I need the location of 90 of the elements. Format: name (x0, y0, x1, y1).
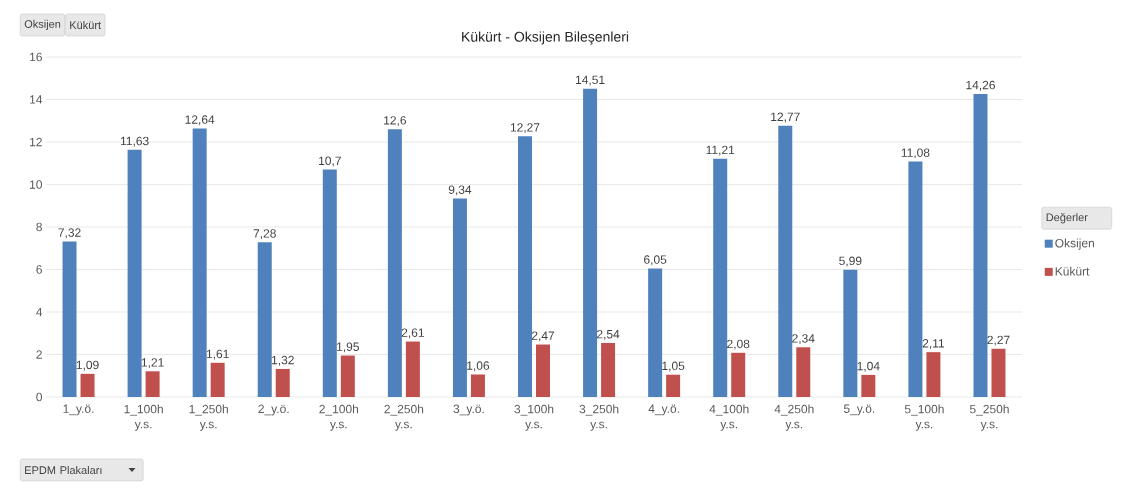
data-label: 2,54 (596, 329, 620, 340)
bar (536, 344, 551, 397)
data-label: 1,21 (141, 358, 164, 369)
y-tick-label: 10 (30, 180, 42, 189)
bar (127, 149, 142, 397)
bar (583, 88, 598, 397)
y-tick-label: 14 (30, 95, 43, 104)
bar (452, 198, 467, 397)
x-tick-label: 4_y.ö. (648, 404, 679, 416)
bar (518, 136, 533, 397)
chart-title: Kükürt - Oksijen Bileşenleri (462, 31, 629, 45)
bar (387, 129, 402, 397)
x-tick-label: 5_250h y.s. (969, 404, 1009, 431)
data-label: 14,26 (966, 80, 995, 91)
bar (796, 347, 811, 397)
bar (470, 374, 485, 397)
bar (666, 374, 681, 397)
data-label: 2,11 (922, 339, 945, 349)
bar (257, 242, 272, 397)
data-label: 7,28 (253, 229, 276, 240)
y-tick-label: 12 (30, 137, 42, 147)
bar (340, 355, 355, 397)
data-label: 1,32 (271, 355, 294, 366)
data-label: 10,7 (319, 156, 341, 167)
legend-label: Kükürt (1055, 266, 1090, 276)
data-label: 11,08 (901, 148, 930, 159)
data-label: 12,27 (510, 123, 540, 134)
data-label: 12,77 (771, 112, 800, 123)
y-tick-label: 16 (30, 52, 42, 62)
bar (405, 341, 420, 397)
y-tick-label: 8 (36, 222, 42, 232)
x-tick-label: 3_y.ö. (453, 404, 484, 416)
data-label: 6,05 (644, 255, 667, 266)
bar (210, 362, 225, 397)
bar (991, 348, 1006, 397)
x-tick-label: 4_100h y.s. (709, 404, 749, 431)
data-label: 1,05 (662, 361, 685, 372)
bar (713, 158, 728, 397)
x-tick-label: 4_250h y.s. (774, 404, 814, 431)
y-tick-label: 6 (36, 265, 42, 274)
data-label: 7,32 (58, 228, 81, 239)
bar (145, 371, 160, 397)
data-label: 1,95 (337, 342, 359, 353)
data-label: 1,06 (467, 361, 490, 372)
data-label: 11,63 (120, 136, 149, 147)
x-tick-label: 5_100h y.s. (904, 404, 944, 431)
bar (648, 268, 663, 397)
data-label: 5,99 (839, 256, 862, 267)
y-tick-label: 2 (36, 350, 42, 359)
bar (861, 374, 876, 397)
bar (601, 343, 616, 397)
data-label: 2,34 (792, 334, 815, 345)
x-tick-label: 1_y.ö. (63, 404, 94, 416)
bar (275, 368, 290, 397)
data-label: 2,08 (727, 339, 750, 350)
data-label: 2,47 (531, 331, 555, 342)
x-tick-label: 3_250h y.s. (579, 404, 619, 431)
text: Oksijen (24, 19, 61, 31)
data-label: 1,04 (857, 361, 880, 372)
data-label: 12,64 (185, 115, 215, 126)
legend-title: Değerler (1046, 213, 1088, 224)
data-label: 12,6 (384, 116, 407, 127)
bar (62, 241, 77, 397)
text: Kükürt (70, 20, 101, 30)
x-tick-label: 1_100h y.s. (124, 404, 163, 431)
legend-label: Oksijen (1055, 238, 1094, 250)
bar (322, 169, 337, 397)
x-axis-title: EPDM Plakaları (25, 465, 102, 475)
bar (843, 269, 858, 397)
bar (80, 373, 95, 397)
bar (778, 125, 793, 397)
x-tick-label: 2_250h y.s. (384, 404, 424, 431)
x-tick-label: 3_100h y.s. (514, 404, 554, 431)
x-tick-label: 5_y.ö. (843, 404, 875, 416)
y-tick-label: 0 (36, 392, 42, 402)
y-tick-label: 4 (36, 307, 43, 317)
bar (908, 161, 923, 397)
data-label: 1,61 (206, 349, 229, 360)
bar (192, 128, 207, 397)
bar (731, 352, 746, 397)
x-tick-label: 1_250h y.s. (189, 404, 228, 431)
data-label: 2,27 (987, 335, 1010, 346)
x-tick-label: 2_y.ö. (258, 404, 289, 416)
data-label: 11,21 (706, 145, 735, 156)
bar (973, 93, 988, 397)
x-tick-label: 2_100h y.s. (319, 404, 359, 431)
data-label: 1,09 (76, 360, 99, 371)
bar (926, 352, 941, 397)
data-label: 9,34 (448, 185, 472, 196)
data-label: 14,51 (575, 75, 605, 86)
